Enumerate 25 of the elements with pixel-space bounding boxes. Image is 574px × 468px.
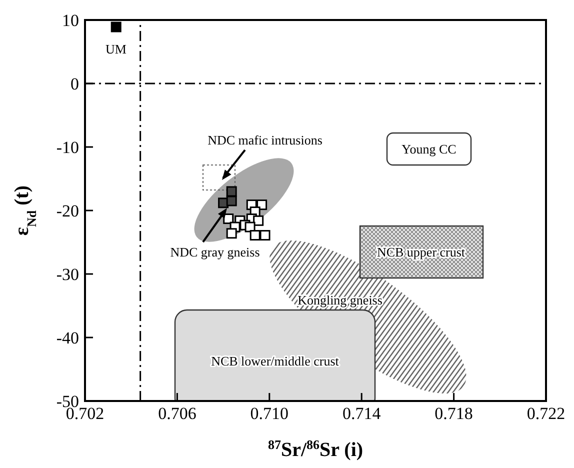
annotation: NCB lower/middle crust xyxy=(211,354,340,368)
annotation: Young CC xyxy=(402,142,456,156)
x-tick-label: 0.710 xyxy=(250,404,289,424)
point xyxy=(226,228,237,239)
annotation: NDC gray gneiss xyxy=(170,244,260,260)
y-tick-label: -30 xyxy=(56,265,79,284)
point xyxy=(226,196,237,206)
x-tick-label: 0.718 xyxy=(434,404,473,424)
point xyxy=(226,186,237,197)
point xyxy=(110,22,122,32)
y-tick-label: -20 xyxy=(56,202,79,221)
point xyxy=(250,230,260,241)
x-tick-label: 0.722 xyxy=(526,404,566,424)
x-tick-label: 0.714 xyxy=(342,404,382,424)
point xyxy=(260,230,270,241)
annotation: NDC mafic intrusions xyxy=(208,132,322,148)
y-tick-label: -40 xyxy=(56,328,79,348)
y-tick-label: -10 xyxy=(56,138,79,158)
y-tick-label: 0 xyxy=(70,74,79,94)
x-tick-label: 0.706 xyxy=(158,404,196,424)
x-axis-title: $^{87}$Sr/$^{86}$Sr (i) xyxy=(268,436,364,461)
annotation: UM xyxy=(106,42,127,56)
y-tick-label: 10 xyxy=(62,11,79,30)
point xyxy=(253,215,264,226)
annotation: NCB upper crust xyxy=(376,244,466,260)
